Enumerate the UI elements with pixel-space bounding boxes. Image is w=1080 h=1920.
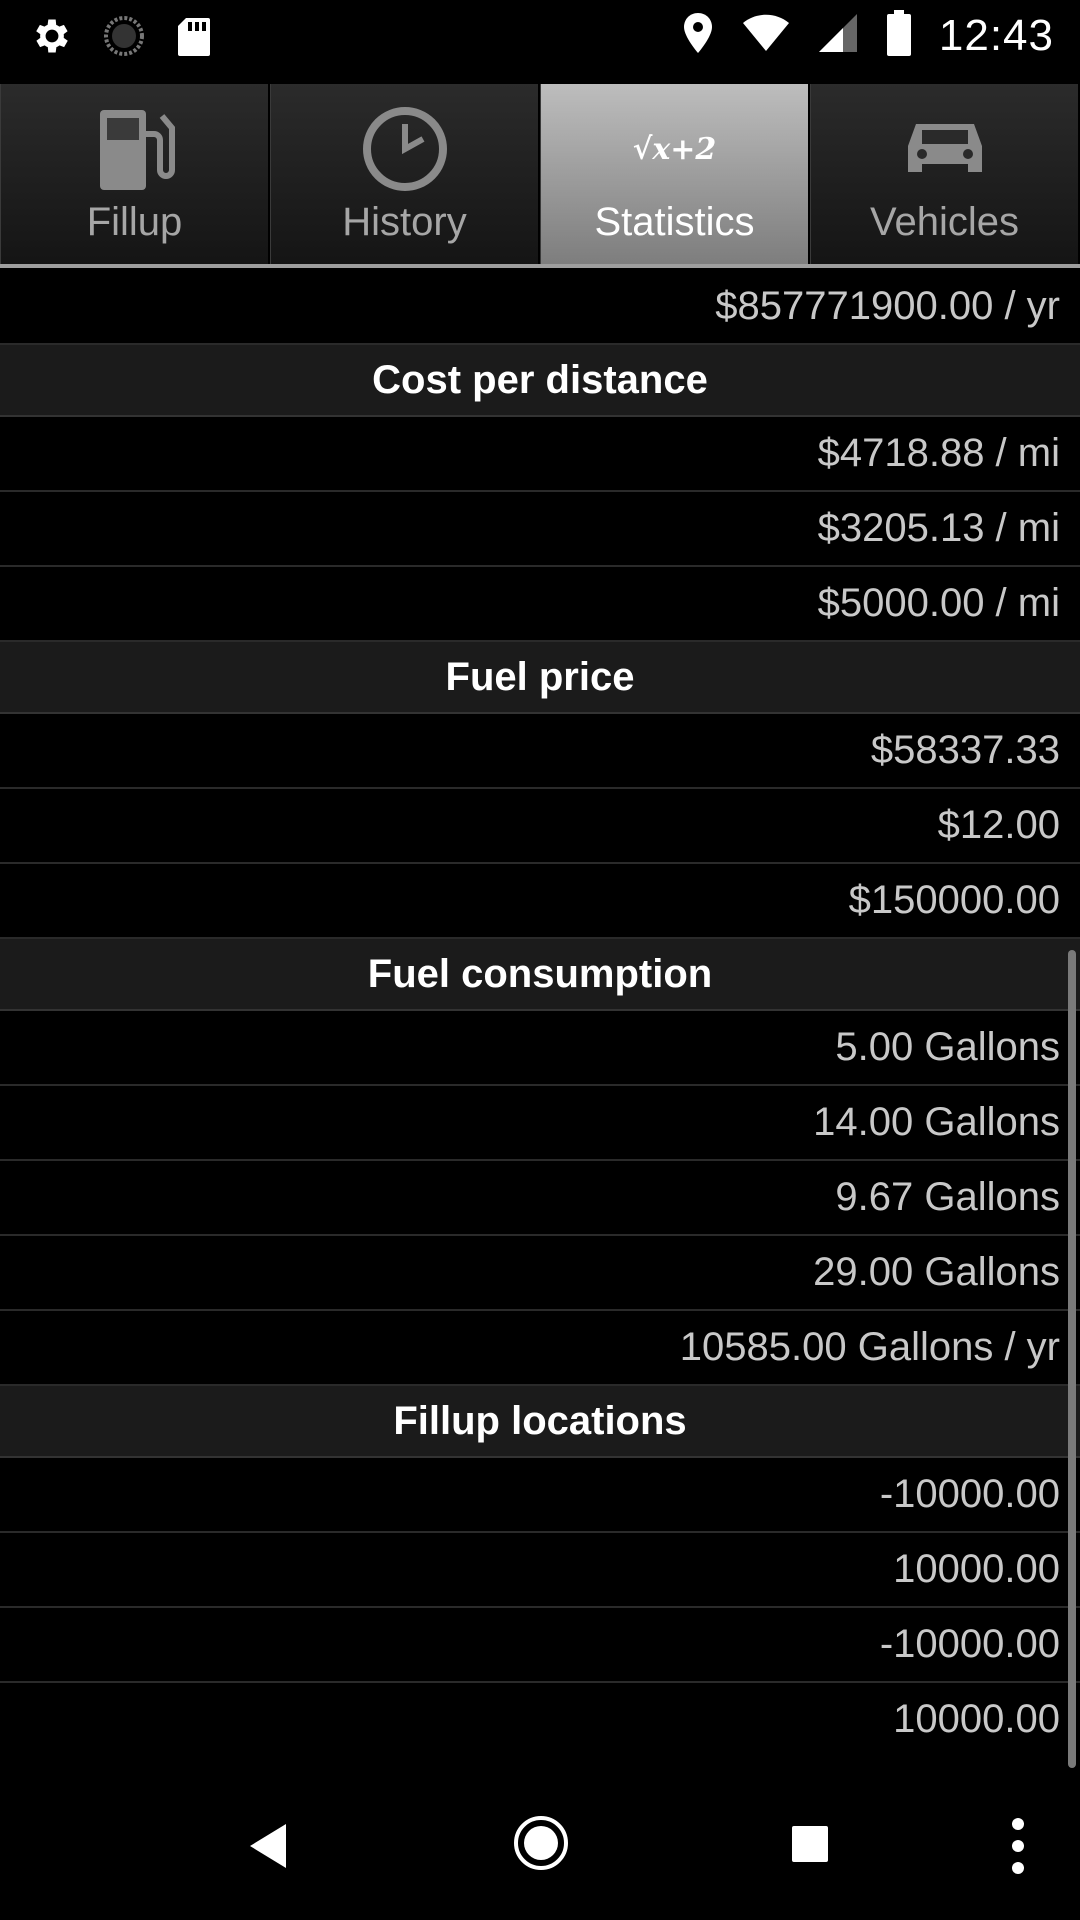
tab-history[interactable]: History (270, 84, 540, 268)
tab-bar: Fillup History √x+2 Statistics Vehicles (0, 84, 1080, 268)
tab-vehicles-label: Vehicles (870, 200, 1019, 244)
list-item: 5.00 Gallons (0, 1011, 1080, 1086)
list-item: $4718.88 / mi (0, 417, 1080, 492)
back-icon[interactable] (246, 1820, 290, 1877)
list-item: $5000.00 / mi (0, 567, 1080, 642)
battery-icon (885, 10, 913, 61)
section-header: Fillup locations (0, 1386, 1080, 1458)
tab-fillup[interactable]: Fillup (0, 84, 270, 268)
section-header: Cost per distance (0, 345, 1080, 417)
list-item: $12.00 (0, 789, 1080, 864)
navigation-bar (0, 1780, 1080, 1920)
status-bar: 12:43 (0, 0, 1080, 84)
clock-icon (362, 106, 448, 192)
list-item: 10585.00 Gallons / yr (0, 1311, 1080, 1386)
sync-icon (102, 14, 146, 63)
tab-history-label: History (342, 200, 467, 244)
scrollbar[interactable] (1068, 950, 1076, 1768)
list-item: -10000.00 (0, 1608, 1080, 1683)
list-item: $58337.33 (0, 714, 1080, 789)
section-header: Fuel price (0, 642, 1080, 714)
list-item: 10000.00 (0, 1533, 1080, 1608)
tab-vehicles[interactable]: Vehicles (810, 84, 1080, 268)
statistics-list[interactable]: $857771900.00 / yr Cost per distance $47… (0, 270, 1080, 1780)
car-icon (900, 106, 990, 192)
tab-fillup-label: Fillup (86, 200, 183, 244)
list-item: -10000.00 (0, 1458, 1080, 1533)
sd-card-icon (174, 14, 214, 63)
home-icon[interactable] (512, 1814, 570, 1877)
list-item: 29.00 Gallons (0, 1236, 1080, 1311)
section-header: Fuel consumption (0, 939, 1080, 1011)
list-item: 9.67 Gallons (0, 1161, 1080, 1236)
tab-indicator (0, 264, 1080, 268)
list-item: 14.00 Gallons (0, 1086, 1080, 1161)
location-icon (681, 11, 715, 60)
fuel-pump-icon (90, 106, 180, 192)
overflow-menu-icon[interactable] (1010, 1816, 1026, 1881)
wifi-icon (741, 13, 791, 58)
tab-statistics-label: Statistics (594, 200, 755, 244)
tab-statistics[interactable]: √x+2 Statistics (540, 84, 810, 268)
recents-icon[interactable] (790, 1824, 830, 1869)
gear-icon (30, 14, 74, 63)
list-item: $857771900.00 / yr (0, 270, 1080, 345)
sqrt-formula-icon: √x+2 (632, 131, 717, 167)
clock: 12:43 (938, 10, 1054, 60)
list-item: 10000.00 (893, 1697, 1060, 1741)
signal-icon (817, 12, 859, 59)
list-item: $150000.00 (0, 864, 1080, 939)
list-item: $3205.13 / mi (0, 492, 1080, 567)
